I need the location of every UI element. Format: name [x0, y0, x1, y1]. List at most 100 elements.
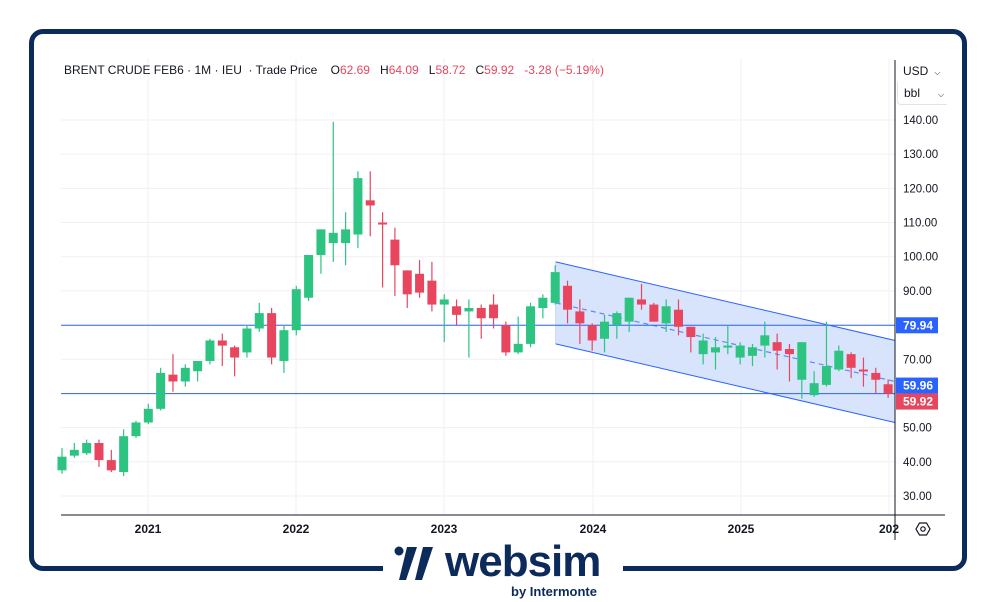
candle[interactable] [267, 307, 277, 365]
price-label-badge [896, 393, 938, 410]
candle[interactable] [390, 227, 400, 297]
candle[interactable] [735, 342, 745, 365]
candle[interactable] [57, 448, 67, 474]
candle[interactable] [686, 326, 696, 353]
svg-text:59.96: 59.96 [903, 379, 933, 393]
candle[interactable] [464, 299, 474, 358]
candle[interactable] [168, 354, 178, 392]
currency-dropdown[interactable]: USD ⌵ [903, 64, 941, 78]
candle[interactable] [415, 260, 425, 298]
candle[interactable] [649, 302, 659, 322]
candle[interactable] [378, 212, 388, 288]
candle[interactable] [353, 171, 363, 249]
candle[interactable] [883, 379, 893, 398]
candle[interactable] [563, 280, 573, 324]
candle[interactable] [106, 449, 116, 473]
candle[interactable] [143, 403, 153, 425]
candle[interactable] [698, 333, 708, 365]
price-label-badge [896, 377, 938, 394]
candle[interactable] [94, 439, 104, 467]
x-axis-tick: 202 [879, 522, 899, 536]
candle[interactable] [291, 285, 301, 336]
candle[interactable] [760, 321, 770, 358]
candle[interactable] [69, 443, 79, 458]
candle[interactable] [341, 212, 351, 266]
candle[interactable] [156, 367, 166, 411]
candle[interactable] [279, 325, 289, 373]
candle[interactable] [180, 364, 190, 387]
candle[interactable] [365, 171, 375, 237]
y-axis-tick: 90.00 [903, 286, 932, 298]
candle[interactable] [452, 299, 462, 326]
candle[interactable] [402, 270, 412, 308]
open-value: 62.69 [339, 63, 370, 77]
candle[interactable] [710, 337, 720, 370]
open-label: O [330, 63, 340, 77]
candle[interactable] [846, 352, 856, 379]
candle[interactable] [205, 338, 215, 365]
candle[interactable] [193, 360, 203, 382]
candle[interactable] [254, 302, 264, 332]
candle[interactable] [821, 321, 831, 387]
close-label: C [475, 63, 485, 77]
candle[interactable] [747, 343, 757, 367]
y-axis-tick: 30.00 [903, 491, 932, 503]
candle[interactable] [242, 325, 252, 358]
candle[interactable] [637, 284, 647, 310]
candle[interactable] [809, 371, 819, 397]
candle[interactable] [538, 294, 548, 319]
candle[interactable] [674, 299, 683, 336]
high-label: H [380, 63, 389, 77]
currency-unit-selector: USD ⌵ bbl ⌵ [897, 60, 947, 105]
svg-text:79.94: 79.94 [903, 318, 933, 332]
low-value: 58.72 [435, 63, 466, 77]
candle[interactable] [550, 265, 560, 305]
candle[interactable] [784, 343, 794, 382]
candle[interactable] [427, 261, 437, 312]
x-axis-tick: 2021 [135, 522, 162, 536]
candle[interactable] [513, 316, 523, 355]
candle[interactable] [575, 299, 585, 344]
y-axis-tick: 120.00 [903, 183, 938, 195]
candle[interactable] [797, 342, 807, 399]
candle[interactable] [501, 321, 511, 356]
candle[interactable] [131, 420, 141, 438]
candle[interactable] [119, 429, 129, 477]
candle[interactable] [82, 439, 92, 455]
candle[interactable] [476, 304, 486, 339]
y-axis-tick: 40.00 [903, 457, 932, 469]
y-axis-tick: 50.00 [903, 423, 932, 435]
candle[interactable] [587, 323, 597, 351]
candle[interactable] [661, 299, 671, 332]
change-value: -3.28 (−5.19%) [524, 63, 604, 77]
candle[interactable] [600, 314, 610, 353]
logo-subtitle: by Intermonte [511, 584, 597, 599]
candle[interactable] [612, 311, 622, 339]
candle[interactable] [217, 333, 227, 367]
candle[interactable] [871, 367, 881, 394]
candle[interactable] [834, 345, 844, 372]
candle[interactable] [624, 297, 634, 332]
candle[interactable] [439, 294, 449, 343]
chevron-down-icon: ⌵ [938, 90, 945, 99]
candle[interactable] [489, 294, 499, 329]
y-axis-tick: 100.00 [903, 252, 938, 264]
candle[interactable] [526, 302, 536, 348]
settings-gear-icon[interactable] [915, 521, 931, 537]
logo-wordmark: websim [445, 537, 601, 586]
candle[interactable] [772, 333, 782, 370]
unit-dropdown[interactable]: bbl ⌵ [897, 82, 947, 105]
price-type-label: Trade Price [255, 63, 318, 77]
interval-label[interactable]: 1M [194, 63, 212, 77]
candle[interactable] [328, 121, 338, 262]
y-axis-tick: 130.00 [903, 149, 938, 161]
high-value: 64.09 [388, 63, 419, 77]
low-label: L [428, 63, 436, 77]
symbol-label[interactable]: BRENT CRUDE FEB6 [64, 63, 184, 77]
candle[interactable] [858, 357, 868, 387]
candle[interactable] [304, 255, 314, 302]
candle[interactable] [723, 325, 733, 355]
candle[interactable] [230, 345, 240, 377]
candle[interactable] [316, 229, 326, 274]
